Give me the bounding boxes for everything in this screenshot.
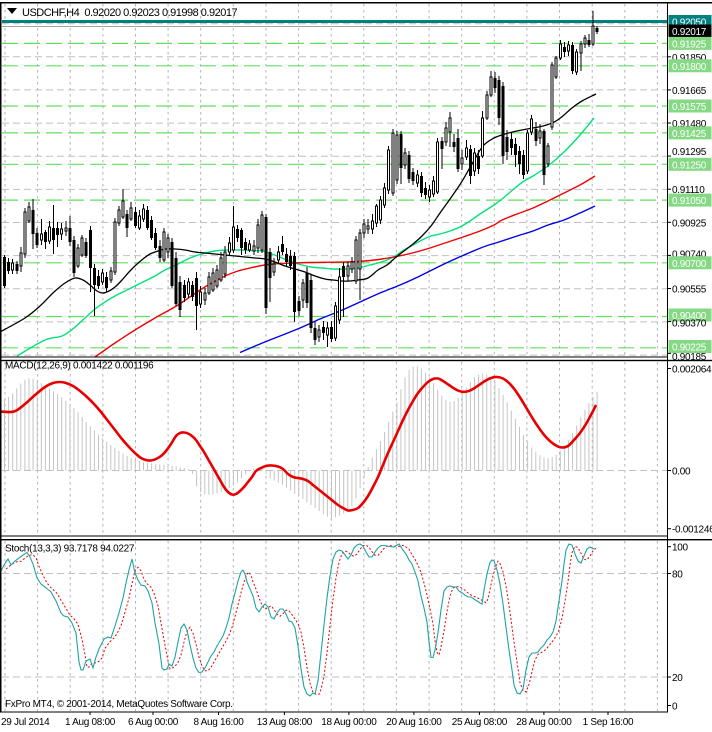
svg-text:1 Aug 08:00: 1 Aug 08:00: [65, 717, 116, 728]
svg-text:0.91925: 0.91925: [672, 39, 707, 50]
svg-text:USDCHF,H4 0.92020 0.92023 0.9: USDCHF,H4 0.92020 0.92023 0.91998 0.9201…: [22, 7, 237, 19]
svg-text:0.91665: 0.91665: [672, 86, 707, 97]
svg-text:-0.001246: -0.001246: [672, 525, 712, 536]
svg-text:6 Aug 00:00: 6 Aug 00:00: [128, 717, 179, 728]
svg-text:0.91050: 0.91050: [672, 196, 707, 207]
svg-text:0.92017: 0.92017: [672, 27, 707, 38]
svg-text:0.91800: 0.91800: [672, 62, 707, 73]
svg-text:0.90370: 0.90370: [672, 319, 707, 330]
svg-text:0.91295: 0.91295: [672, 147, 707, 158]
svg-text:0.90555: 0.90555: [672, 285, 707, 296]
svg-text:0.90740: 0.90740: [672, 250, 707, 261]
svg-text:0.90185: 0.90185: [672, 352, 707, 363]
svg-text:0.91250: 0.91250: [672, 160, 707, 171]
svg-text:18 Aug 00:00: 18 Aug 00:00: [321, 717, 377, 728]
svg-text:0.91480: 0.91480: [672, 119, 707, 130]
svg-text:0.00: 0.00: [672, 467, 691, 478]
svg-text:0.90925: 0.90925: [672, 218, 707, 229]
svg-text:0: 0: [672, 702, 678, 713]
svg-text:25 Aug 08:00: 25 Aug 08:00: [452, 717, 508, 728]
svg-text:0.90225: 0.90225: [672, 343, 707, 354]
svg-text:0.91110: 0.91110: [672, 185, 705, 196]
svg-text:0.002064: 0.002064: [672, 365, 712, 376]
svg-text:100: 100: [672, 543, 689, 554]
svg-text:20: 20: [672, 673, 683, 684]
svg-text:0.91850: 0.91850: [672, 53, 707, 64]
svg-text:28 Aug 00:00: 28 Aug 00:00: [516, 717, 572, 728]
svg-text:0.90400: 0.90400: [672, 311, 707, 322]
svg-text:0.92050: 0.92050: [672, 18, 707, 29]
svg-text:Stoch(13,3,3) 93.7178 94.0227: Stoch(13,3,3) 93.7178 94.0227: [5, 544, 135, 555]
svg-text:MACD(12,26,9) 0.001422 0.00119: MACD(12,26,9) 0.001422 0.001196: [5, 361, 154, 372]
svg-text:20 Aug 16:00: 20 Aug 16:00: [386, 717, 442, 728]
svg-text:29 Jul 2014: 29 Jul 2014: [1, 717, 50, 728]
svg-text:13 Aug 08:00: 13 Aug 08:00: [257, 717, 313, 728]
svg-text:0.90700: 0.90700: [672, 259, 707, 270]
svg-text:1 Sep 16:00: 1 Sep 16:00: [583, 717, 634, 728]
svg-text:0.91575: 0.91575: [672, 102, 707, 113]
svg-text:80: 80: [672, 570, 683, 581]
svg-text:FxPro MT4, © 2001-2014, MetaQu: FxPro MT4, © 2001-2014, MetaQuotes Softw…: [5, 699, 233, 710]
svg-text:8 Aug 16:00: 8 Aug 16:00: [193, 717, 244, 728]
svg-text:0.91425: 0.91425: [672, 129, 707, 140]
